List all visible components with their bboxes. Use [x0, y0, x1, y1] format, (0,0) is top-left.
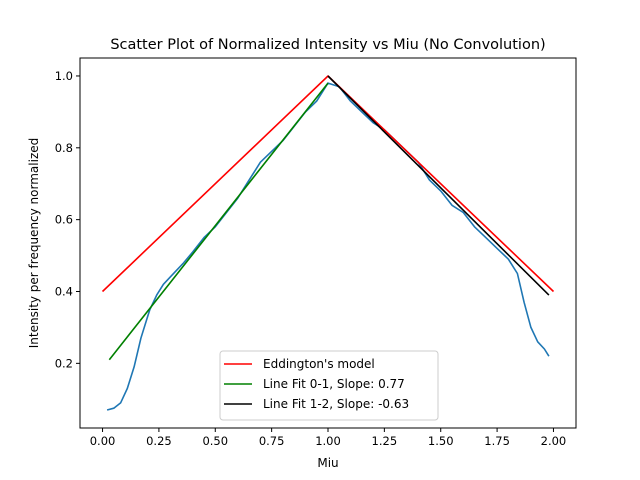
- x-tick-label: 0.75: [259, 434, 285, 448]
- series-layer: [101, 75, 555, 411]
- y-tick-label: 0.4: [55, 284, 73, 298]
- series-line-3: [327, 75, 550, 296]
- x-axis-label: Miu: [317, 456, 338, 470]
- y-tick-label: 0.2: [55, 356, 73, 370]
- y-tick-label: 1.0: [55, 69, 73, 83]
- chart-title: Scatter Plot of Normalized Intensity vs …: [110, 37, 545, 53]
- legend: Eddington's model Line Fit 0-1, Slope: 0.…: [219, 350, 439, 421]
- axes-layer: 0.00 0.25 0.50 0.75 1.00 1.25 1.50 1.75 2.00 0.2 0…: [55, 69, 567, 448]
- x-tick-label: 1.75: [484, 434, 510, 448]
- series-line-2: [108, 82, 329, 361]
- x-tick-label: 0.00: [90, 434, 116, 448]
- legend-entry-label: Line Fit 0-1, Slope: 0.77: [263, 377, 405, 391]
- y-tick-label: 0.6: [55, 213, 73, 227]
- legend-entry-label: Line Fit 1-2, Slope: -0.63: [263, 397, 409, 411]
- x-tick-label: 1.50: [428, 434, 454, 448]
- plot-frame: [79, 57, 577, 429]
- x-tick-label: 0.25: [146, 434, 172, 448]
- y-axis-label: Intensity per frequency normalized: [27, 138, 41, 348]
- legend-entry-label: Eddington's model: [263, 357, 375, 371]
- legend-box: [219, 350, 439, 421]
- series-line-0: [106, 82, 550, 411]
- x-tick-label: 1.25: [372, 434, 398, 448]
- x-tick-label: 2.00: [541, 434, 567, 448]
- x-tick-label: 1.00: [315, 434, 341, 448]
- y-tick-label: 0.8: [55, 141, 73, 155]
- x-tick-label: 0.50: [202, 434, 228, 448]
